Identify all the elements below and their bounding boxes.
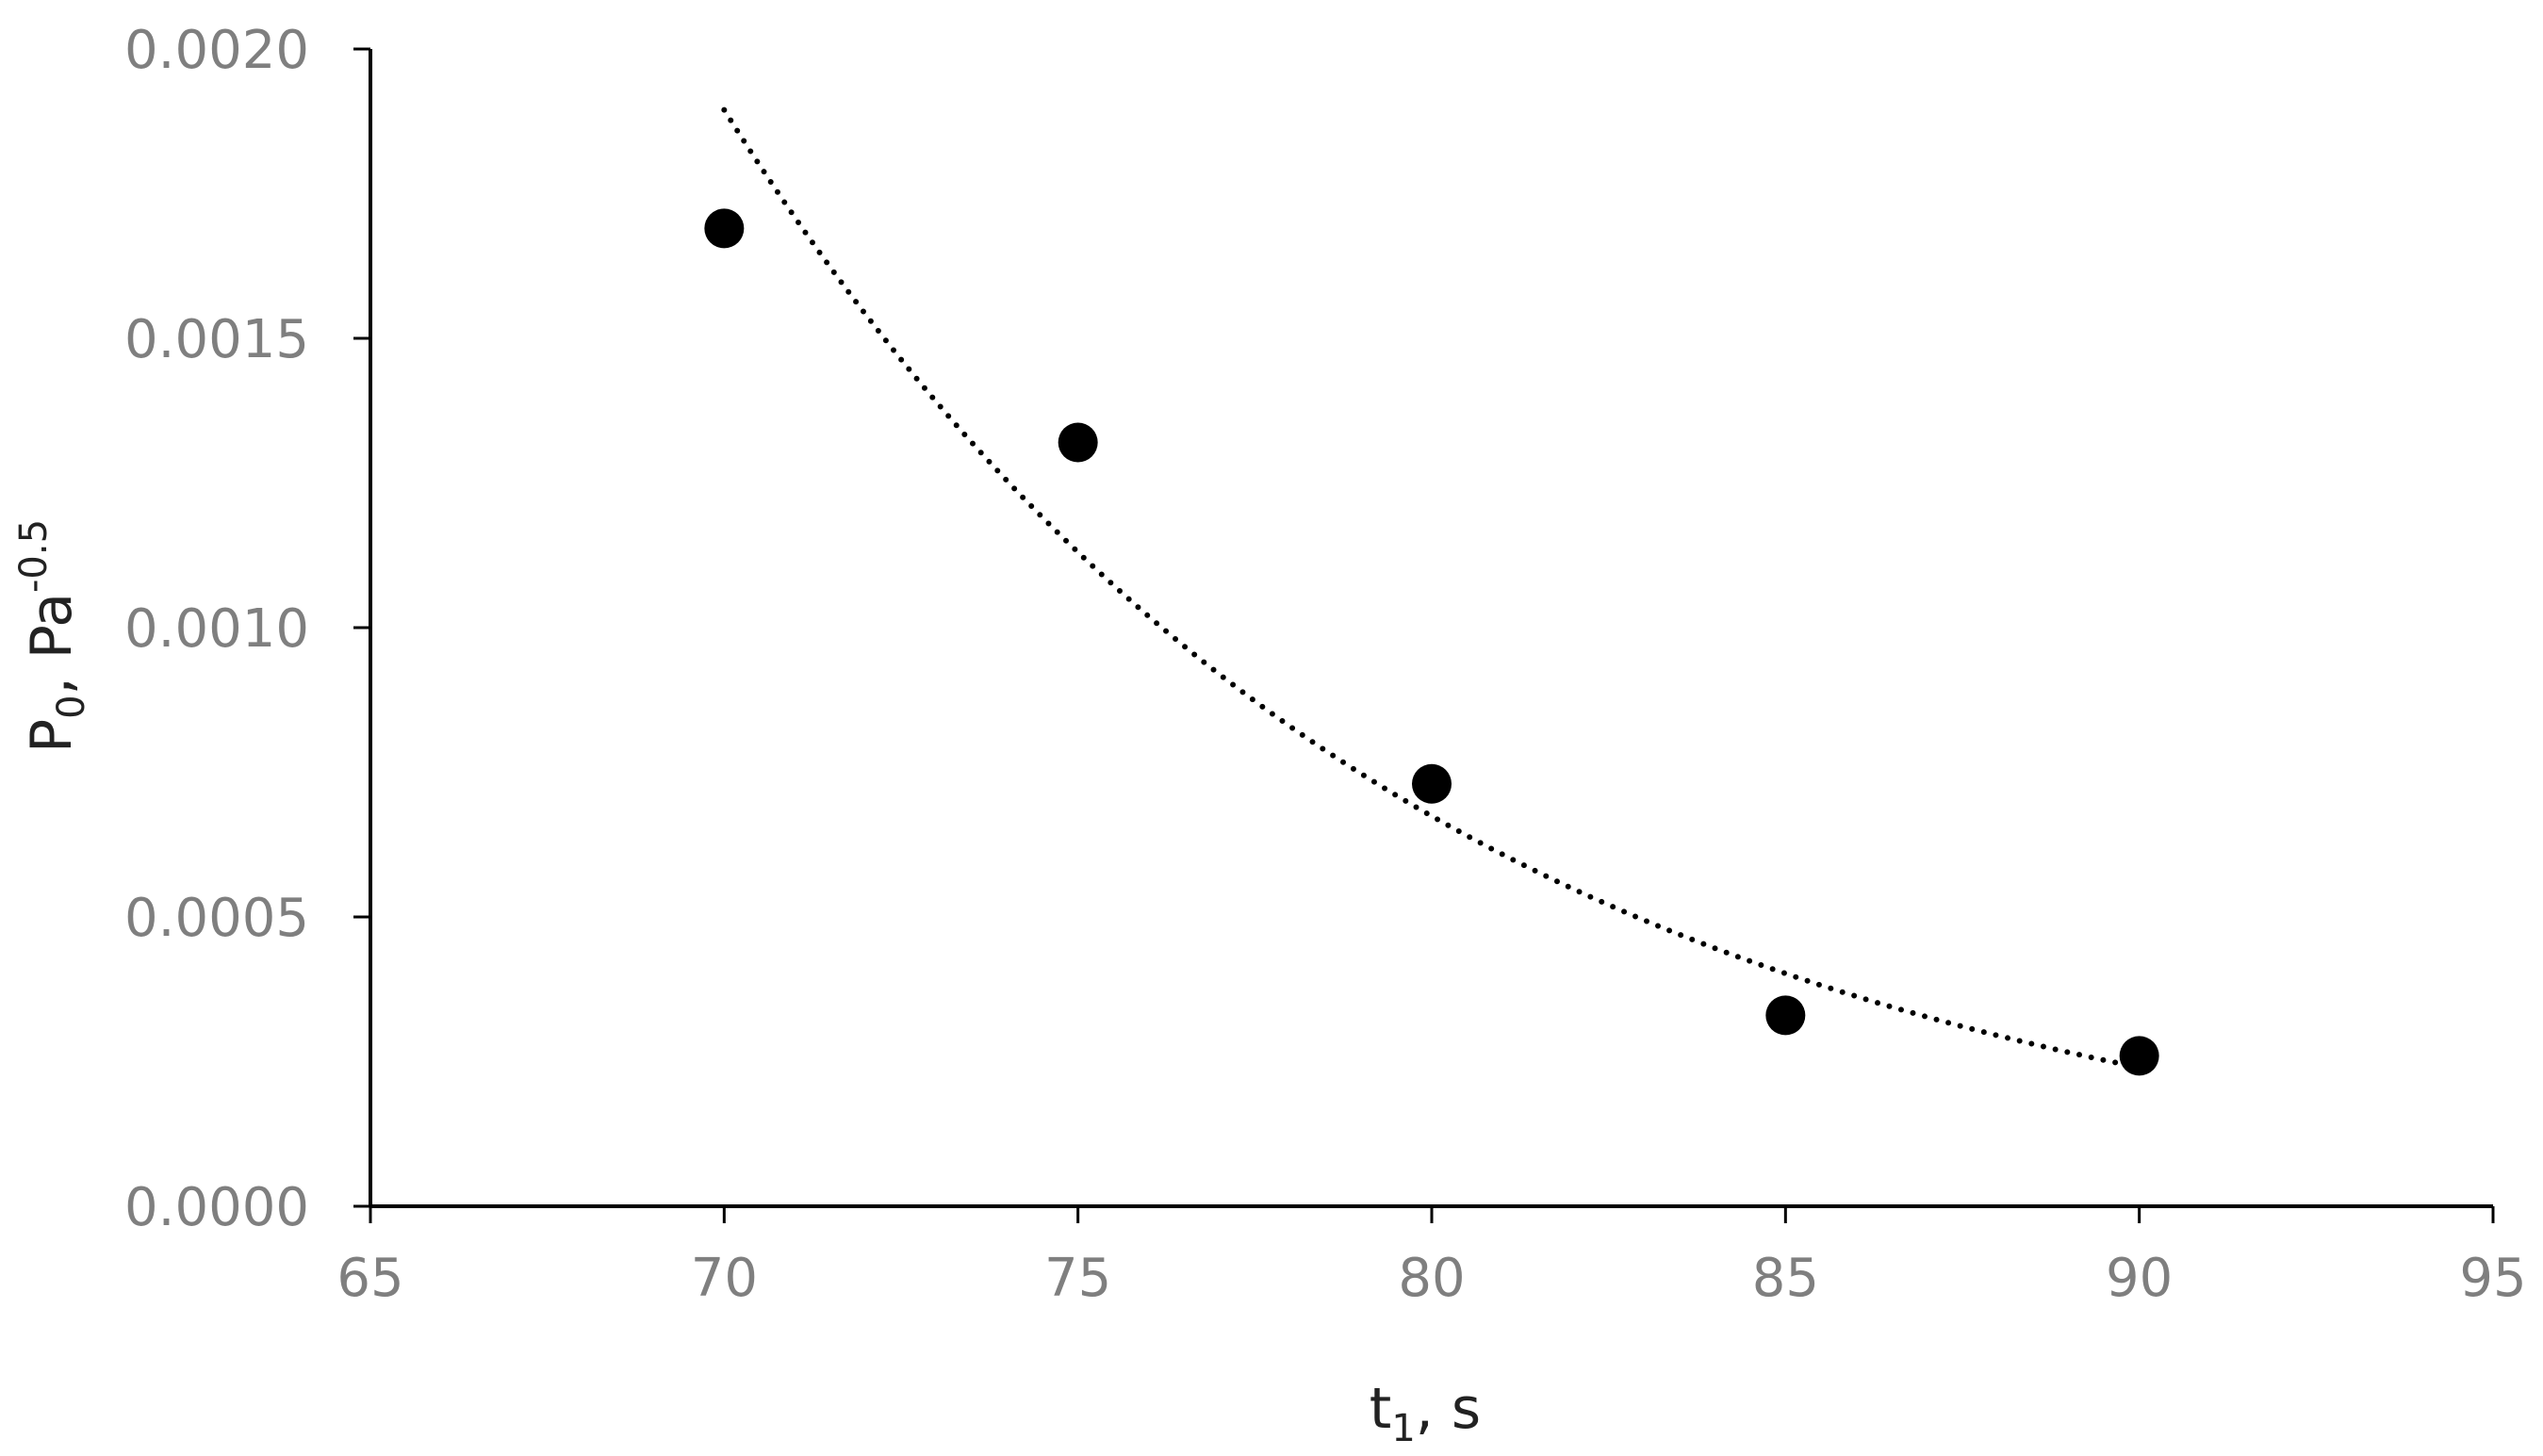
y-tick-label: 0.0000 — [124, 1177, 309, 1238]
x-tick-label: 75 — [1044, 1248, 1111, 1309]
y-tick-label: 0.0010 — [124, 598, 309, 660]
x-axis-title-base: t — [1370, 1376, 1392, 1442]
x-tick-label: 80 — [1398, 1248, 1465, 1309]
y-axis-title-subscript: 0 — [50, 695, 93, 718]
trendline-layer — [721, 106, 2142, 1071]
x-tick-label: 85 — [1752, 1248, 1819, 1309]
y-axis-title-mid: , Pa — [19, 593, 85, 695]
tick-labels-layer: 65 70 75 80 85 90 95 0.0000 0.0005 0.0010 0.0015 0.… — [124, 20, 2527, 1309]
data-point — [2119, 1036, 2159, 1076]
data-point — [1058, 422, 1098, 463]
y-tick-label: 0.0005 — [124, 888, 309, 949]
data-points-layer — [704, 208, 2159, 1076]
x-tick-label: 95 — [2459, 1248, 2526, 1309]
x-tick-label: 70 — [691, 1248, 758, 1309]
trendline — [721, 106, 2142, 1071]
data-point — [1412, 763, 1452, 804]
x-axis-title-rest: , s — [1416, 1376, 1481, 1442]
x-axis-title-subscript: 1 — [1391, 1407, 1415, 1450]
x-axis-title: t1, s — [1370, 1376, 1481, 1450]
x-tick-label: 90 — [2106, 1248, 2173, 1309]
data-point — [1765, 995, 1806, 1036]
y-axis-title: P0, Pa-0.5 — [12, 519, 93, 753]
axes-layer — [353, 47, 2495, 1223]
y-tick-label: 0.0015 — [124, 309, 309, 370]
y-axis-title-base: P — [19, 719, 85, 753]
y-tick-label: 0.0020 — [124, 20, 309, 81]
data-point — [704, 208, 745, 249]
y-axis-title-superscript: -0.5 — [12, 519, 56, 593]
x-tick-label: 65 — [336, 1248, 403, 1309]
